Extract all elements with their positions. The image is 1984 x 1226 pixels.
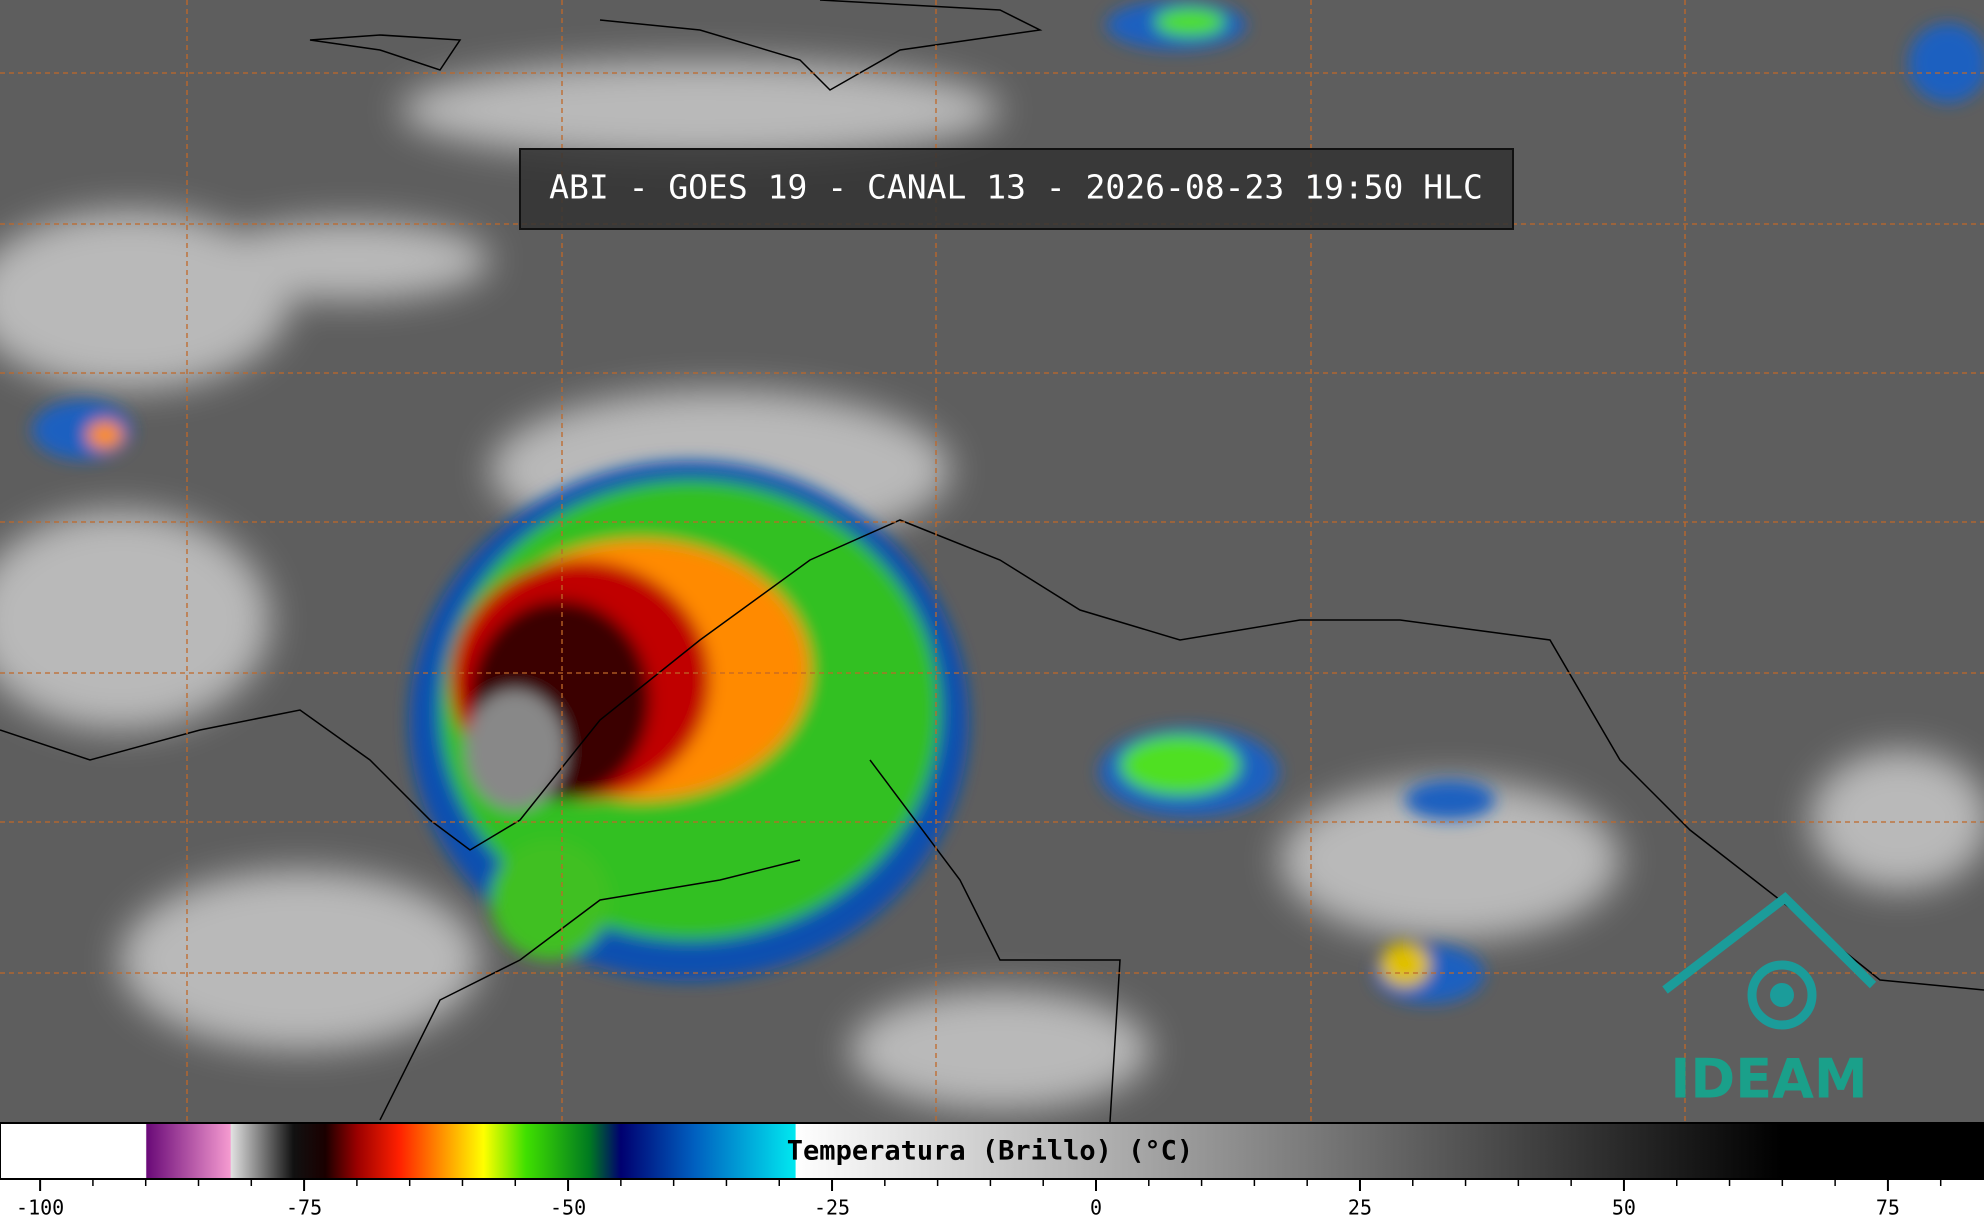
- colorbar: [0, 1122, 1984, 1180]
- title-box: [519, 148, 1514, 230]
- tick-label: 75: [1876, 1196, 1900, 1220]
- title: ABI - GOES 19 - CANAL 13 - 2026-08-23 19…: [549, 168, 1483, 207]
- tick-label: -100: [16, 1196, 64, 1220]
- tick-label: -50: [550, 1196, 586, 1220]
- tick-label: -25: [814, 1196, 850, 1220]
- colorbar-label: Temperatura (Brillo) (°C): [787, 1136, 1193, 1167]
- tick-label: -75: [286, 1196, 322, 1220]
- logo-text: IDEAM: [1670, 1048, 1867, 1111]
- logo: IDEAM: [1662, 892, 1877, 1111]
- tick-label: 25: [1348, 1196, 1372, 1220]
- tick-label: 50: [1612, 1196, 1636, 1220]
- tick-label: 0: [1090, 1196, 1102, 1220]
